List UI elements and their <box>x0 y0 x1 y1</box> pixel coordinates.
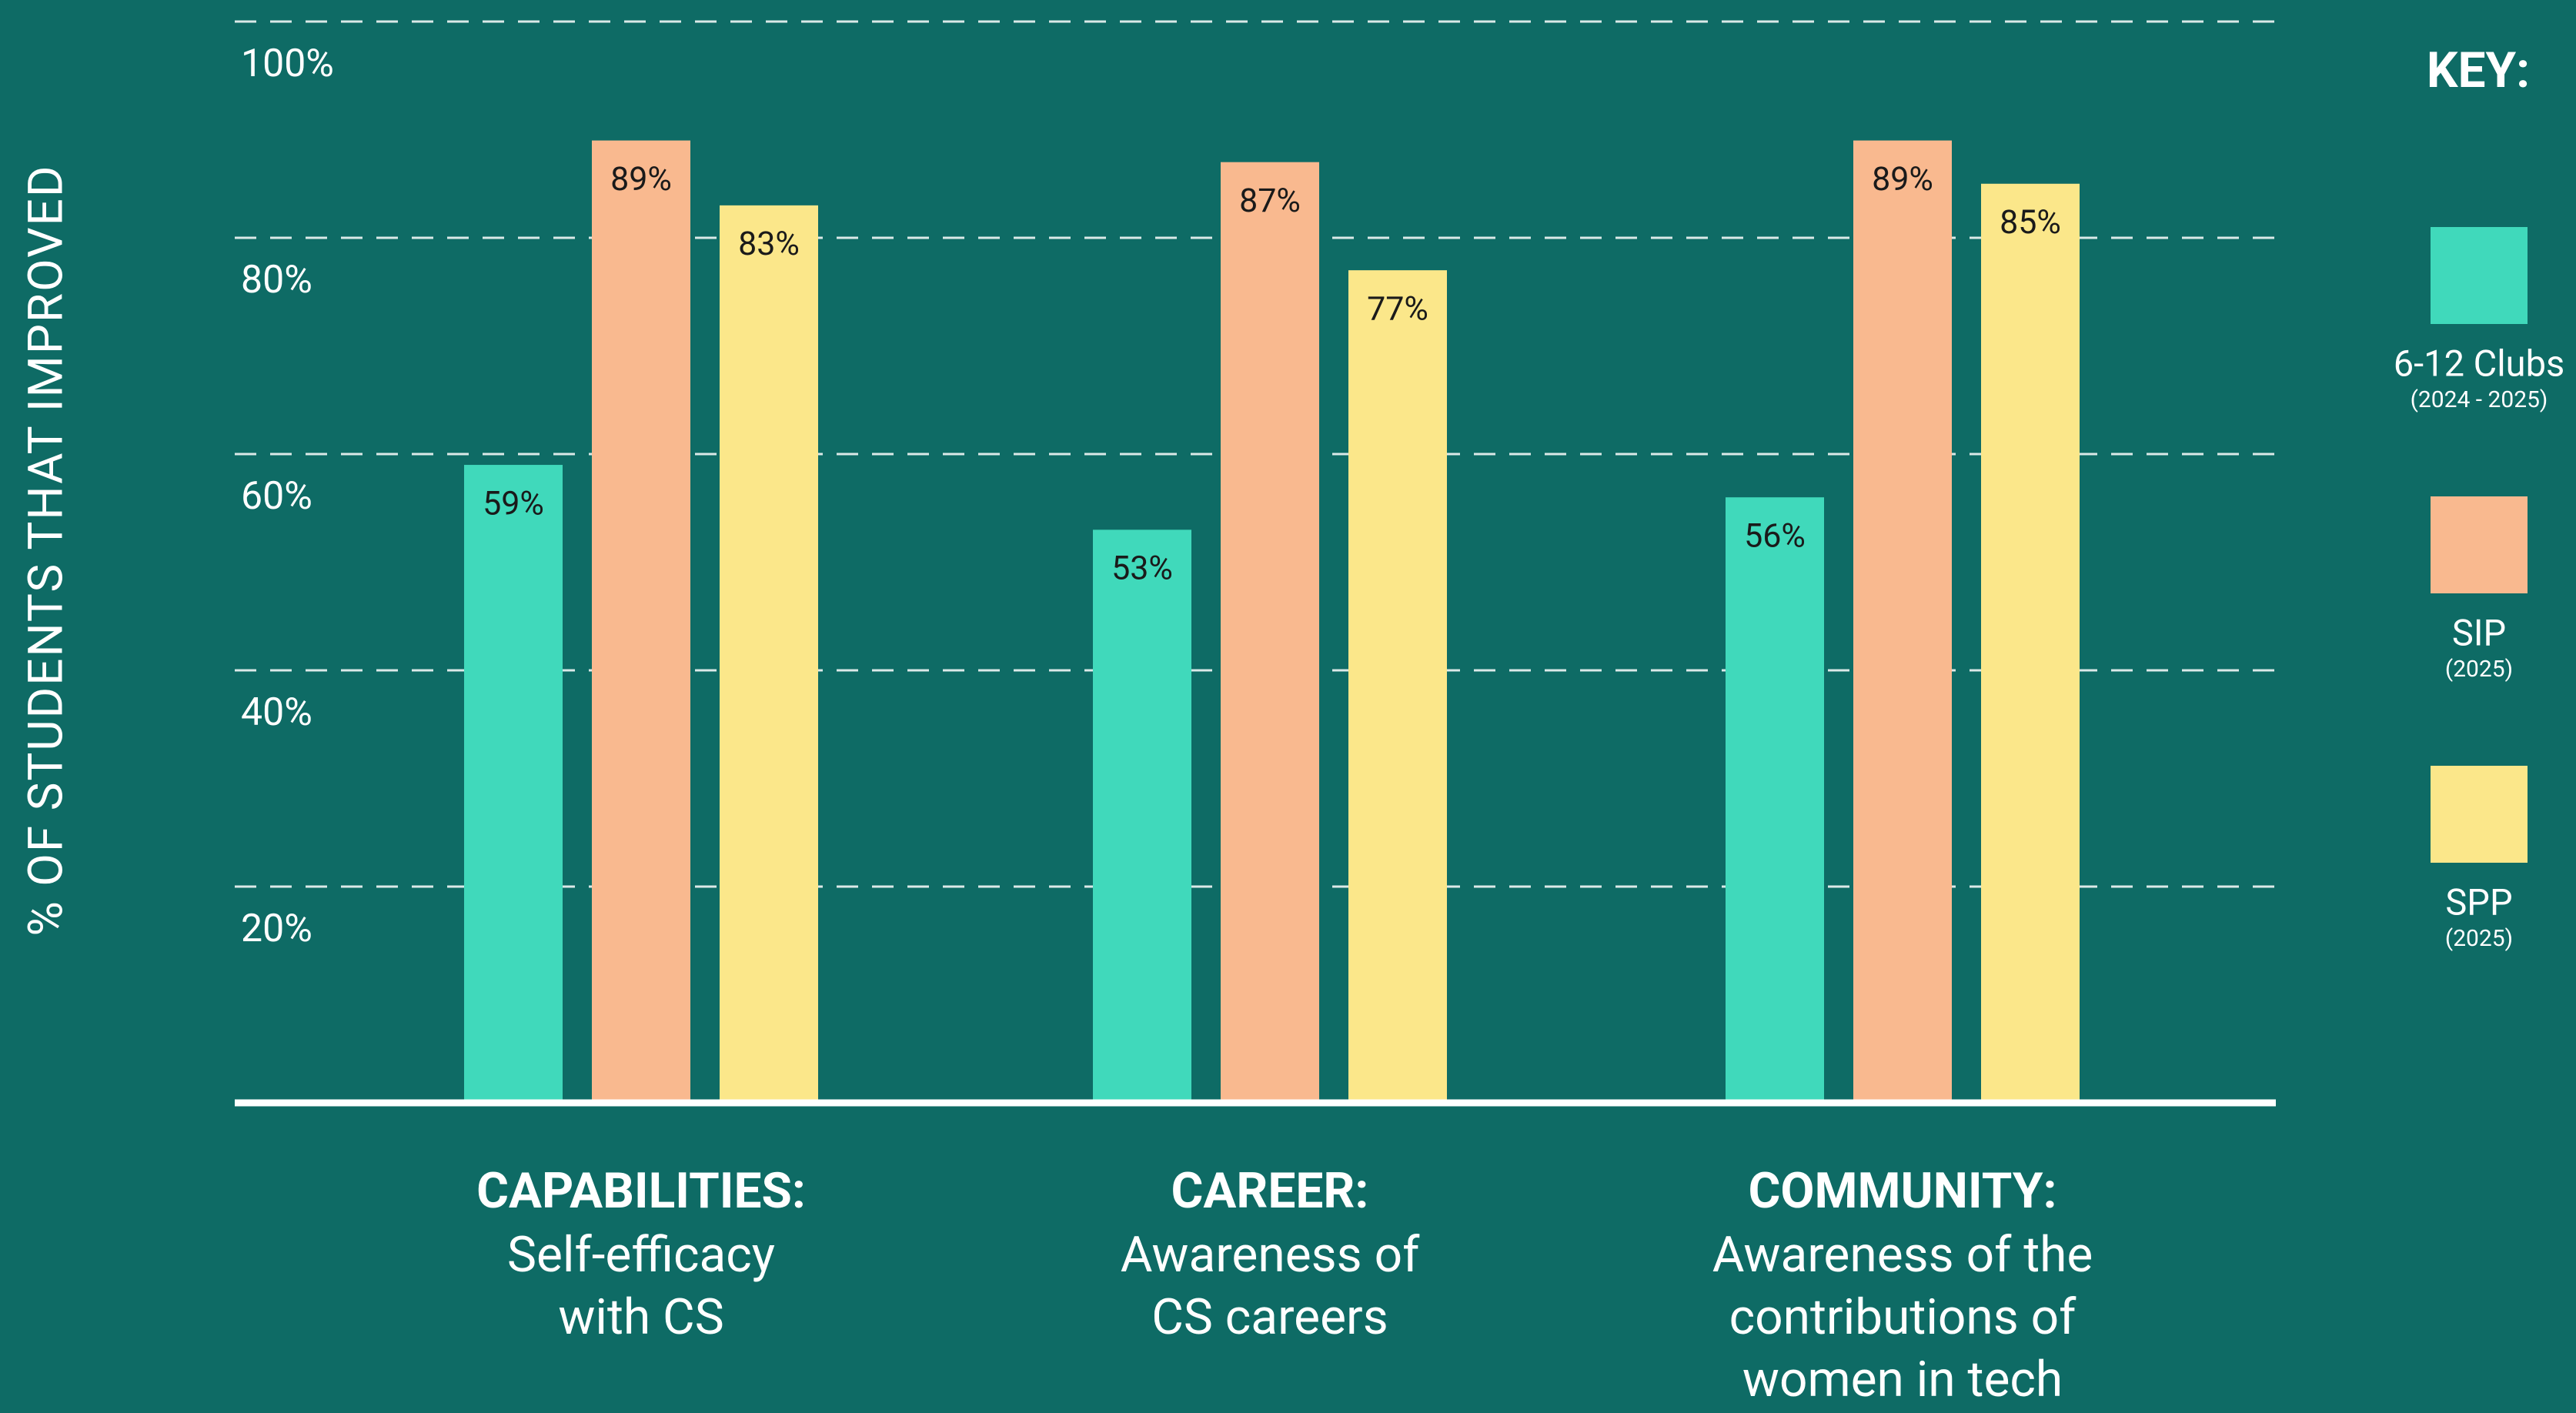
value-label: 77% <box>1367 290 1428 329</box>
category-description: contributions of <box>1729 1288 2077 1346</box>
category-description: women in tech <box>1742 1351 2063 1408</box>
legend-label: 6-12 Clubs <box>2394 342 2564 385</box>
y-axis-title: % OF STUDENTS THAT IMPROVED <box>18 164 74 936</box>
category-description: Awareness of the <box>1712 1226 2093 1284</box>
bar <box>1093 529 1191 1103</box>
y-tick-label: 40% <box>241 690 312 735</box>
bar <box>1726 497 1824 1103</box>
value-label: 59% <box>483 484 544 523</box>
legend-period: (2025) <box>2445 925 2513 952</box>
bar <box>464 465 563 1103</box>
bar <box>592 140 690 1103</box>
category-label: COMMUNITY: <box>1748 1162 2056 1220</box>
legend-swatch <box>2431 227 2528 324</box>
y-tick-label: 100% <box>241 42 334 86</box>
value-label: 56% <box>1744 517 1806 556</box>
bar <box>720 205 818 1104</box>
legend-swatch <box>2431 766 2528 863</box>
value-label: 87% <box>1239 182 1301 220</box>
category-description: CS careers <box>1151 1288 1388 1346</box>
bar <box>1221 162 1319 1103</box>
value-label: 85% <box>2000 203 2061 242</box>
bar <box>1853 140 1952 1103</box>
y-tick-label: 80% <box>241 258 312 302</box>
bar <box>1981 183 2080 1103</box>
legend-period: (2024 - 2025) <box>2411 386 2548 413</box>
value-label: 89% <box>1872 160 1933 199</box>
category-label: CAREER: <box>1171 1162 1369 1220</box>
value-label: 83% <box>738 225 800 263</box>
category-description: Awareness of <box>1121 1226 1420 1284</box>
legend-label: SIP <box>2452 612 2506 654</box>
y-tick-label: 20% <box>241 907 312 951</box>
legend-title: KEY: <box>2427 42 2530 99</box>
y-tick-label: 60% <box>241 474 312 519</box>
legend-swatch <box>2431 496 2528 593</box>
legend-label: SPP <box>2445 881 2512 924</box>
value-label: 89% <box>610 160 672 199</box>
category-description: with CS <box>558 1288 723 1346</box>
value-label: 53% <box>1111 550 1173 588</box>
legend-period: (2025) <box>2445 656 2513 683</box>
category-description: Self-efficacy <box>507 1226 775 1284</box>
bar <box>1348 270 1447 1103</box>
category-label: CAPABILITIES: <box>476 1162 806 1220</box>
